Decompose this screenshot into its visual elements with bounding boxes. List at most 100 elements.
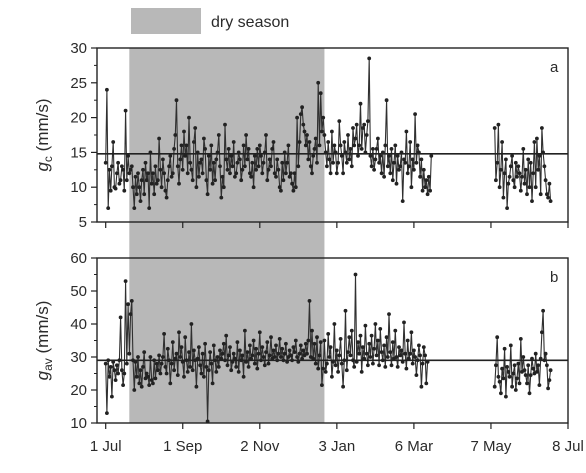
data-point	[336, 160, 340, 165]
data-point	[202, 374, 206, 379]
data-point	[108, 365, 113, 369]
data-point	[175, 373, 180, 377]
data-point	[182, 374, 186, 379]
data-point	[106, 206, 111, 211]
data-point	[124, 361, 129, 366]
series-line-b-2	[494, 310, 552, 397]
data-point	[295, 355, 299, 359]
data-point	[255, 147, 260, 151]
data-point	[547, 378, 552, 382]
data-point	[260, 171, 265, 176]
data-point	[221, 341, 226, 346]
data-point	[194, 185, 199, 190]
data-point	[152, 192, 157, 197]
data-point	[517, 171, 522, 176]
data-point	[240, 353, 245, 358]
data-point	[112, 368, 117, 373]
data-point	[229, 368, 234, 373]
data-point	[322, 338, 327, 343]
data-point	[384, 335, 389, 340]
data-point	[183, 335, 188, 340]
data-point	[234, 365, 239, 369]
data-point	[110, 394, 114, 399]
data-point	[318, 340, 323, 344]
data-point	[209, 361, 214, 366]
data-point	[352, 365, 357, 369]
data-point	[325, 164, 329, 169]
x-tick-label: 1 Sep	[163, 438, 202, 455]
data-point	[395, 154, 400, 158]
data-point	[257, 330, 262, 335]
data-point	[393, 143, 398, 148]
data-point	[527, 391, 532, 396]
data-point	[516, 164, 521, 169]
panel-letter: b	[550, 269, 558, 286]
data-point	[120, 164, 124, 169]
data-point	[170, 171, 175, 176]
data-point	[379, 350, 384, 354]
data-point	[356, 340, 360, 344]
data-point	[373, 157, 378, 162]
data-point	[418, 353, 422, 358]
data-point	[510, 154, 514, 158]
data-point	[239, 178, 244, 183]
data-point	[261, 160, 266, 165]
data-point	[132, 206, 137, 211]
data-point	[147, 383, 152, 387]
data-point	[371, 147, 375, 151]
data-point	[231, 140, 236, 144]
data-point	[496, 122, 501, 127]
data-point	[366, 119, 370, 123]
data-point	[272, 355, 277, 359]
data-point	[378, 327, 383, 331]
data-point	[185, 171, 190, 176]
data-point	[121, 383, 125, 387]
data-point	[511, 178, 516, 183]
data-point	[190, 178, 195, 183]
data-point	[279, 355, 283, 359]
data-point	[168, 154, 173, 158]
data-point	[364, 351, 369, 356]
data-point	[210, 181, 215, 186]
data-point	[348, 147, 353, 151]
data-point	[216, 133, 221, 137]
data-point	[245, 350, 250, 354]
data-point	[322, 133, 327, 137]
data-point	[284, 171, 288, 176]
data-point	[500, 140, 504, 144]
data-point	[126, 302, 130, 307]
data-point	[113, 186, 118, 191]
data-point	[397, 345, 401, 349]
data-point	[214, 370, 219, 374]
data-point	[424, 381, 429, 386]
data-point	[327, 355, 332, 359]
data-point	[142, 192, 147, 197]
data-point	[372, 346, 376, 351]
data-point	[116, 160, 120, 165]
data-point	[204, 365, 209, 369]
data-point	[246, 365, 251, 369]
data-point	[374, 353, 379, 358]
data-point	[421, 345, 426, 349]
data-point	[205, 192, 210, 197]
data-point	[134, 374, 139, 379]
data-point	[356, 154, 360, 158]
data-point	[423, 185, 427, 190]
data-point	[208, 167, 213, 172]
data-point	[385, 164, 390, 169]
data-point	[284, 341, 288, 346]
data-point	[178, 157, 183, 162]
data-point	[515, 174, 519, 179]
data-point	[123, 279, 128, 283]
data-point	[413, 112, 417, 116]
data-point	[515, 376, 519, 381]
data-point	[156, 178, 160, 183]
data-point	[332, 143, 337, 148]
data-point	[177, 330, 181, 335]
data-point	[313, 136, 318, 141]
data-point	[292, 350, 297, 354]
data-point	[162, 171, 167, 176]
y-tick-label: 30	[70, 40, 87, 57]
data-point	[404, 129, 409, 134]
